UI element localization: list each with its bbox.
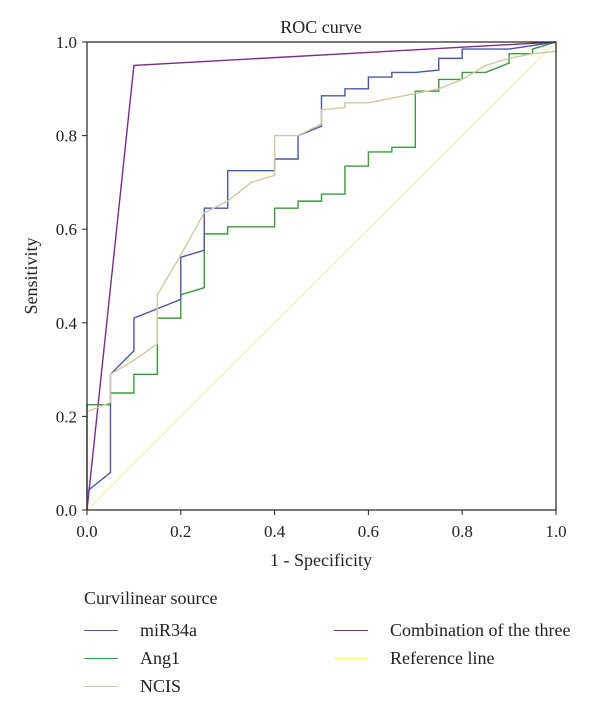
legend-label: miR34a <box>140 619 197 640</box>
legend-label: Reference line <box>390 647 495 668</box>
x-tick-label: 0.0 <box>76 522 97 541</box>
x-tick-label: 0.6 <box>358 522 379 541</box>
legend-item-ang1: Ang1 <box>84 646 180 670</box>
legend: Curvilinear source miR34a Ang1 NCIS Combina… <box>84 588 594 698</box>
legend-item-reference-line: Reference line <box>334 646 494 670</box>
x-tick-label: 0.4 <box>264 522 286 541</box>
ticks-layer: 0.0 0.0 0.2 0.2 0.4 0.4 0.6 0.6 0.8 0.8 1.0 1.0 <box>56 33 567 541</box>
legend-swatch <box>84 657 118 659</box>
y-tick-label: 0.4 <box>56 314 78 333</box>
y-axis-label: Sensitivity <box>21 237 41 314</box>
legend-item-mir34a: miR34a <box>84 618 197 642</box>
series-layer <box>86 41 557 511</box>
x-tick-label: 0.8 <box>452 522 473 541</box>
legend-label: Ang1 <box>140 647 180 668</box>
y-tick-label: 0.2 <box>56 407 77 426</box>
plot-frame <box>86 41 557 511</box>
series-line-ang1 <box>86 41 557 510</box>
legend-swatch <box>84 629 118 631</box>
y-tick-label: 0.0 <box>56 501 77 520</box>
x-axis-label: 1 - Specificity <box>270 550 372 570</box>
legend-item-ncis: NCIS <box>84 674 181 698</box>
x-tick-label: 0.2 <box>170 522 191 541</box>
series-line-reference-line <box>86 41 557 511</box>
chart-title: ROC curve <box>280 17 361 37</box>
y-tick-label: 1.0 <box>56 33 77 52</box>
legend-item-combination-of-the-three: Combination of the three <box>334 618 570 642</box>
series-line-ncis <box>86 42 557 510</box>
legend-swatch <box>334 657 368 659</box>
roc-chart: ROC curve 0.0 0.0 0.2 0.2 0.4 0.4 0.6 0.6 0.8 0.8… <box>21 17 567 570</box>
legend-swatch <box>334 629 368 631</box>
legend-swatch <box>84 685 118 687</box>
series-line-combination-of-the-three <box>86 41 557 511</box>
x-tick-label: 1.0 <box>545 522 566 541</box>
legend-title: Curvilinear source <box>84 588 218 608</box>
y-tick-label: 0.6 <box>56 220 77 239</box>
y-tick-label: 0.8 <box>56 127 77 146</box>
legend-label: Combination of the three <box>390 619 571 640</box>
legend-label: NCIS <box>140 675 182 696</box>
